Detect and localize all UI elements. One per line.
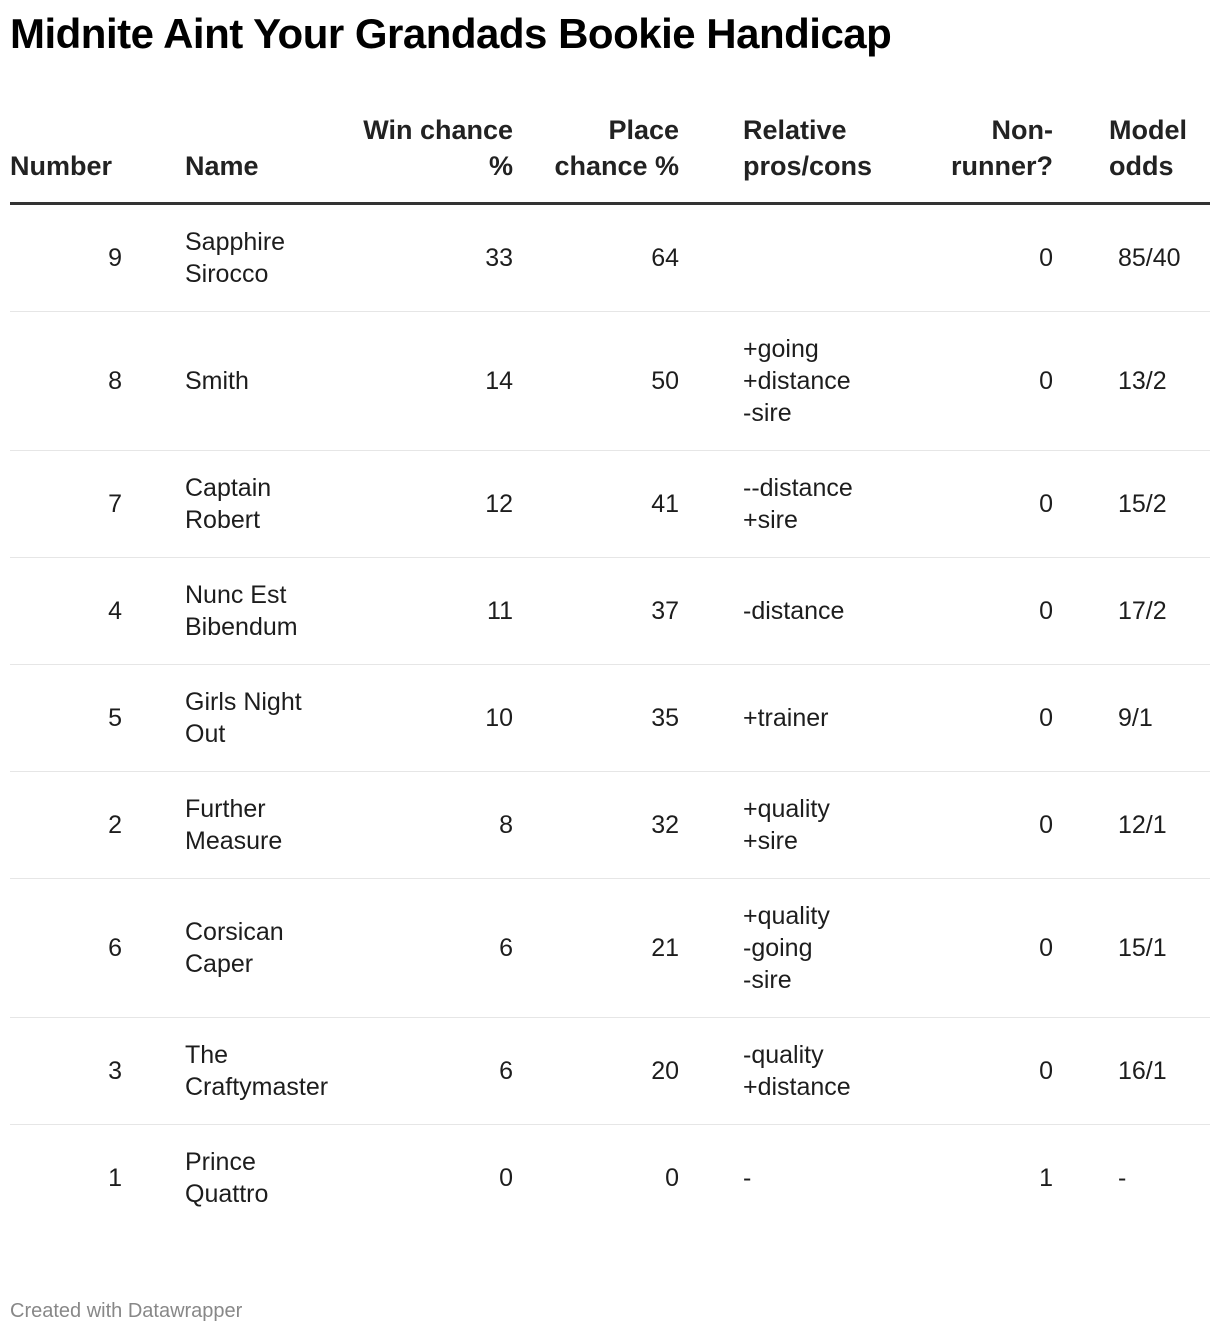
header-non-runner[interactable]: Non-runner? (940, 112, 1063, 205)
cell-model-odds: 15/1 (1063, 878, 1210, 1018)
cell-model-odds: 16/1 (1063, 1017, 1210, 1125)
cell-name: Nunc Est Bibendum (185, 557, 360, 665)
cell-number: 7 (10, 450, 185, 558)
race-table: Number Name Win chance % Place chance % … (10, 112, 1210, 1231)
cell-model-odds: 12/1 (1063, 771, 1210, 879)
cell-number: 2 (10, 771, 185, 879)
cell-number: 6 (10, 878, 185, 1018)
page-title: Midnite Aint Your Grandads Bookie Handic… (10, 10, 892, 57)
table-row: 1 Prince Quattro 0 0 - 1 - (10, 1125, 1210, 1232)
cell-win-chance: 6 (360, 1017, 523, 1125)
cell-win-chance: 11 (360, 557, 523, 665)
cell-place-chance: 21 (523, 878, 689, 1018)
cell-pros-cons: -distance (689, 557, 940, 665)
header-pros-cons[interactable]: Relative pros/cons (689, 112, 940, 205)
header-place-chance[interactable]: Place chance % (523, 112, 689, 205)
cell-pros-cons: +quality -going -sire (689, 878, 940, 1018)
cell-number: 8 (10, 311, 185, 451)
cell-win-chance: 10 (360, 664, 523, 772)
cell-name: The Craftymaster (185, 1017, 360, 1125)
table-row: 3 The Craftymaster 6 20 -quality +distance 0 1… (10, 1017, 1210, 1125)
table-row: 2 Further Measure 8 32 +quality +sire 0 12/1 (10, 771, 1210, 879)
table-row: 5 Girls Night Out 10 35 +trainer 0 9/1 (10, 664, 1210, 772)
cell-non-runner: 0 (940, 878, 1063, 1018)
table-row: 9 Sapphire Sirocco 33 64 0 85/40 (10, 203, 1210, 312)
cell-model-odds: 17/2 (1063, 557, 1210, 665)
table-row: 4 Nunc Est Bibendum 11 37 -distance 0 17/2 (10, 557, 1210, 665)
cell-non-runner: 0 (940, 557, 1063, 665)
cell-non-runner: 0 (940, 771, 1063, 879)
cell-number: 1 (108, 1164, 122, 1192)
cell-win-chance: 12 (360, 450, 523, 558)
cell-number: 9 (10, 203, 185, 312)
cell-non-runner: 0 (940, 311, 1063, 451)
cell-name: Further Measure (185, 771, 360, 879)
cell-place-chance: 37 (523, 557, 689, 665)
cell-name: Prince Quattro (185, 1148, 269, 1208)
cell-pros-cons: +quality +sire (689, 771, 940, 879)
cell-name: Girls Night Out (185, 664, 360, 772)
cell-name: Captain Robert (185, 450, 360, 558)
cell-place-chance: 0 (665, 1164, 679, 1192)
footer-credit[interactable]: Created with Datawrapper (10, 1300, 243, 1322)
header-win-chance[interactable]: Win chance % (360, 112, 523, 205)
cell-win-chance: 8 (360, 771, 523, 879)
cell-model-odds: 85/40 (1063, 203, 1210, 312)
cell-name: Smith (185, 311, 360, 451)
cell-pros-cons (689, 203, 940, 312)
cell-number: 5 (10, 664, 185, 772)
cell-place-chance: 35 (523, 664, 689, 772)
cell-model-odds: 13/2 (1063, 311, 1210, 451)
cell-win-chance: 6 (360, 878, 523, 1018)
cell-pros-cons: - (743, 1164, 752, 1192)
cell-place-chance: 64 (523, 203, 689, 312)
cell-pros-cons: -quality +distance (689, 1017, 940, 1125)
cell-place-chance: 41 (523, 450, 689, 558)
cell-name: Corsican Caper (185, 878, 360, 1018)
table-row: 7 Captain Robert 12 41 --distance +sire 0 15/2 (10, 450, 1210, 558)
cell-win-chance: 0 (499, 1164, 513, 1192)
cell-non-runner: 0 (940, 1017, 1063, 1125)
table-row: 6 Corsican Caper 6 21 +quality -going -sire 0… (10, 878, 1210, 1018)
cell-non-runner: 0 (940, 203, 1063, 312)
cell-pros-cons: --distance +sire (689, 450, 940, 558)
cell-place-chance: 20 (523, 1017, 689, 1125)
table-row: 8 Smith 14 50 +going +distance -sire 0 13/2 (10, 311, 1210, 451)
cell-model-odds: 15/2 (1063, 450, 1210, 558)
header-number[interactable]: Number (10, 112, 185, 205)
cell-number: 4 (10, 557, 185, 665)
cell-pros-cons: +going +distance -sire (689, 311, 940, 451)
header-name[interactable]: Name (185, 112, 360, 205)
cell-non-runner: 1 (1039, 1164, 1053, 1192)
cell-non-runner: 0 (940, 664, 1063, 772)
header-row: Number Name Win chance % Place chance % … (10, 112, 1210, 205)
cell-number: 3 (10, 1017, 185, 1125)
cell-name: Sapphire Sirocco (185, 203, 360, 312)
cell-non-runner: 0 (940, 450, 1063, 558)
cell-pros-cons: +trainer (689, 664, 940, 772)
cell-win-chance: 14 (360, 311, 523, 451)
header-model-odds[interactable]: Model odds (1063, 112, 1210, 205)
cell-place-chance: 32 (523, 771, 689, 879)
cell-place-chance: 50 (523, 311, 689, 451)
cell-win-chance: 33 (360, 203, 523, 312)
cell-model-odds: - (1118, 1164, 1127, 1192)
cell-model-odds: 9/1 (1063, 664, 1210, 772)
